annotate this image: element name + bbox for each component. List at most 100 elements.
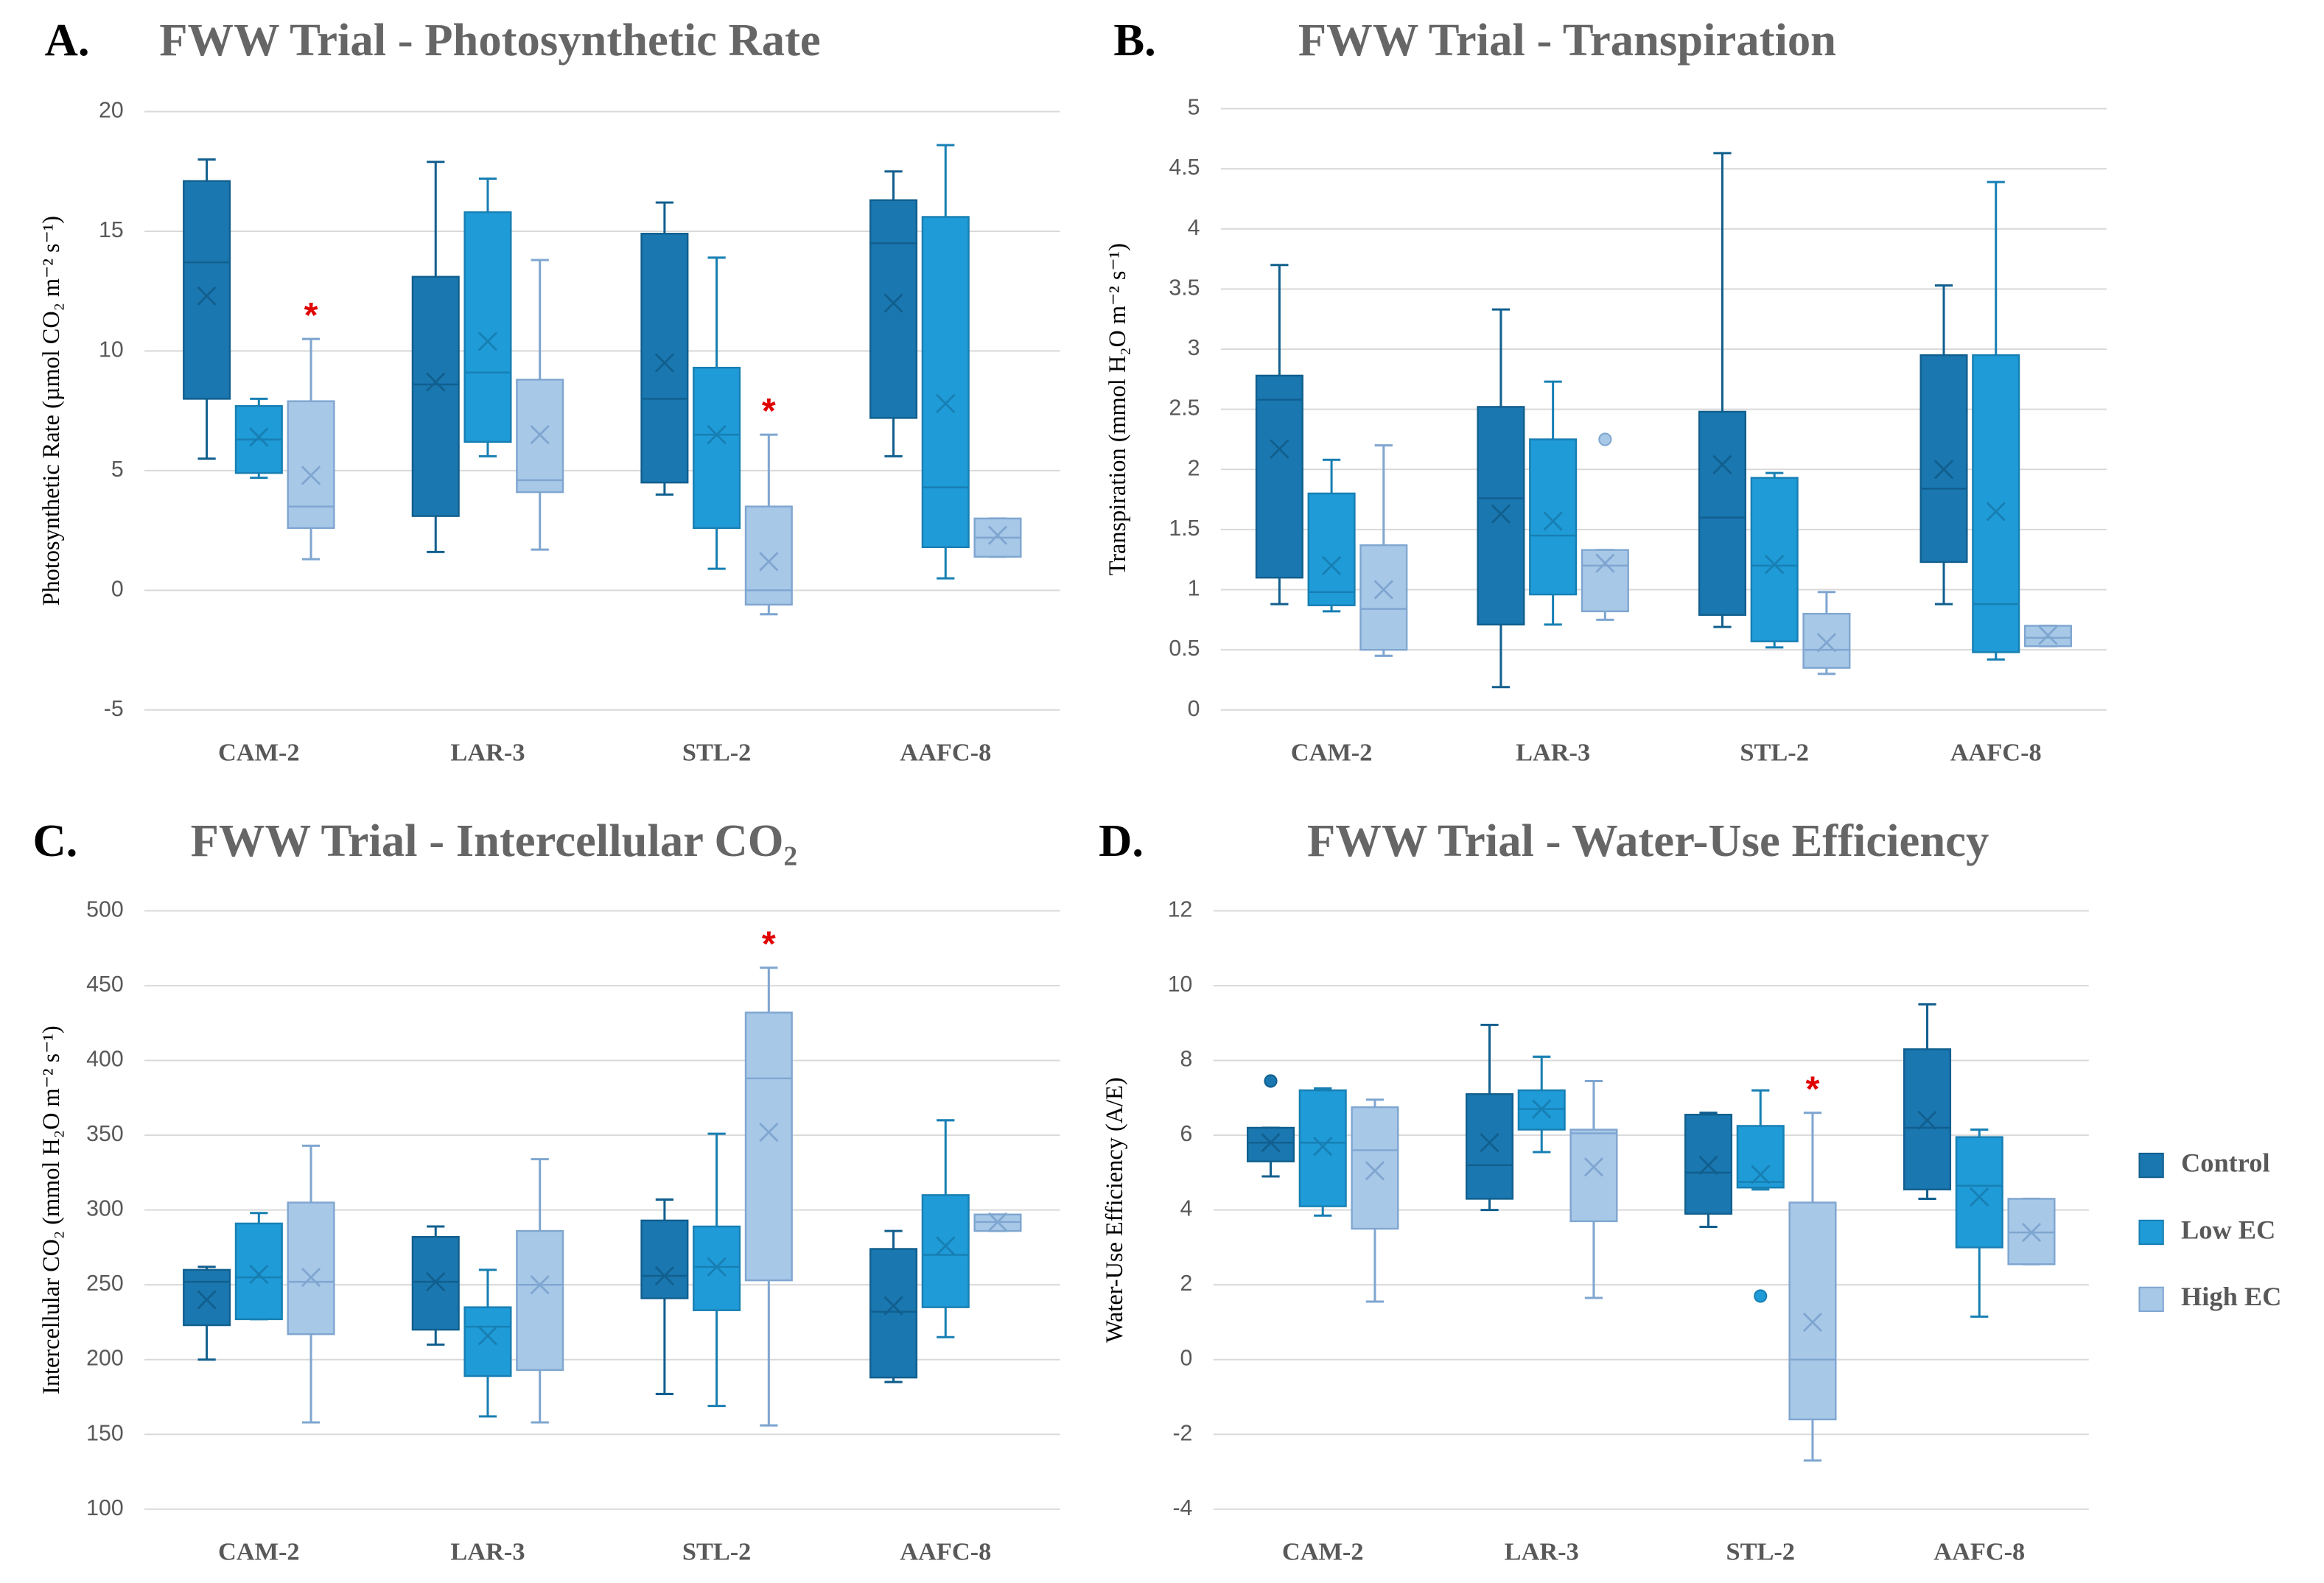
mean-marker <box>530 1275 550 1295</box>
box <box>1255 374 1303 579</box>
y-tick-label: 200 <box>86 1347 124 1371</box>
mean-marker <box>654 353 675 373</box>
mean-marker <box>936 393 956 414</box>
mean-marker <box>1933 460 1954 480</box>
mean-marker <box>249 1264 269 1285</box>
y-tick-label: -2 <box>1172 1421 1192 1445</box>
box <box>744 1011 793 1282</box>
mean-marker <box>654 1266 675 1286</box>
outlier <box>1598 432 1612 446</box>
y-axis-label: Water-Use Efficiency (A/E) <box>1101 1077 1127 1342</box>
box <box>1246 1126 1295 1162</box>
mean-marker <box>759 1122 779 1143</box>
panel-label: D. <box>1099 815 1144 866</box>
panel-label: C. <box>32 815 77 866</box>
significance-marker: * <box>1806 1070 1820 1109</box>
y-tick-label: 5 <box>111 457 124 482</box>
x-tick-label: CAM-2 <box>218 738 300 766</box>
mean-marker <box>426 1272 446 1292</box>
box <box>1955 1136 2003 1249</box>
y-tick-label: 0 <box>111 577 124 601</box>
y-tick-label: 150 <box>86 1421 124 1445</box>
y-tick-label: 0 <box>1180 1347 1193 1371</box>
chart-title: FWW Trial - Transpiration <box>1298 14 1836 66</box>
y-tick-label: 4.5 <box>1169 155 1200 180</box>
x-tick-label: LAR-3 <box>450 1537 525 1565</box>
y-axis-label: Transpiration (mmol H₂O m⁻² s⁻¹) <box>1104 243 1130 575</box>
mean-marker <box>936 1236 956 1256</box>
y-tick-label: 6 <box>1180 1122 1193 1146</box>
y-tick-label: 2 <box>1180 1271 1193 1296</box>
mean-marker <box>1802 1312 1823 1333</box>
mean-marker <box>1816 633 1837 653</box>
mean-marker <box>1712 454 1732 474</box>
box <box>1802 612 1851 669</box>
box <box>411 275 460 517</box>
mean-marker <box>1595 553 1615 573</box>
box <box>463 1306 512 1377</box>
y-tick-label: 1 <box>1188 577 1200 601</box>
mean-marker <box>987 1212 1008 1232</box>
y-tick-label: 3.5 <box>1169 275 1200 300</box>
box <box>183 180 231 400</box>
x-tick-label: CAM-2 <box>1291 738 1373 766</box>
chart-title: FWW Trial - Intercellular CO₂ <box>191 815 798 866</box>
y-tick-label: 15 <box>99 218 124 242</box>
box <box>287 400 335 530</box>
y-tick-label: 2.5 <box>1169 396 1200 421</box>
y-tick-label: 350 <box>86 1122 124 1146</box>
y-tick-label: 1.5 <box>1169 516 1200 541</box>
box <box>921 1194 970 1308</box>
x-tick-label: LAR-3 <box>1505 1537 1579 1565</box>
box <box>869 1248 918 1379</box>
legend-swatch <box>2138 1152 2164 1179</box>
x-tick-label: STL-2 <box>1726 1537 1794 1565</box>
mean-marker <box>1313 1137 1333 1156</box>
chart-title: FWW Trial - Water-Use Efficiency <box>1307 815 1989 866</box>
box <box>1477 406 1525 626</box>
mean-marker <box>707 425 727 445</box>
y-tick-label: 100 <box>86 1496 124 1520</box>
mean-marker <box>1365 1161 1385 1181</box>
mean-marker <box>197 286 217 306</box>
legend-label: Control <box>2181 1148 2270 1177</box>
box <box>640 1219 689 1299</box>
box <box>1569 1129 1618 1223</box>
box <box>1359 544 1408 651</box>
mean-marker <box>707 1257 727 1277</box>
x-tick-label: AAFC-8 <box>900 738 991 766</box>
mean-marker <box>1583 1157 1604 1177</box>
x-tick-label: STL-2 <box>682 1537 751 1565</box>
box <box>640 233 689 484</box>
y-tick-label: 500 <box>86 898 124 922</box>
y-tick-label: 0.5 <box>1169 636 1200 661</box>
chart-title: FWW Trial - Photosynthetic Rate <box>159 14 821 66</box>
mean-marker <box>883 293 903 313</box>
y-tick-label: 12 <box>1168 898 1193 922</box>
mean-marker <box>301 1267 321 1288</box>
x-tick-label: AAFC-8 <box>1950 738 2042 766</box>
significance-marker: * <box>762 392 776 432</box>
y-tick-label: 5 <box>1188 95 1200 119</box>
box <box>1529 438 1578 596</box>
box <box>1698 410 1746 617</box>
mean-marker <box>1321 555 1342 575</box>
box <box>1581 549 1629 613</box>
legend-label: High EC <box>2181 1282 2281 1311</box>
outlier <box>1754 1289 1768 1303</box>
legend-label: Low EC <box>2181 1215 2275 1244</box>
box <box>1307 492 1356 606</box>
mean-marker <box>530 425 550 445</box>
box <box>1736 1125 1785 1189</box>
mean-marker <box>1986 502 2006 522</box>
x-tick-label: LAR-3 <box>450 738 525 766</box>
mean-marker <box>1917 1110 1937 1130</box>
mean-marker <box>249 427 269 447</box>
x-tick-label: CAM-2 <box>1282 1537 1364 1565</box>
mean-marker <box>301 466 321 485</box>
box <box>1298 1089 1347 1207</box>
y-tick-label: 450 <box>86 972 124 997</box>
mean-marker <box>2038 625 2058 645</box>
mean-marker <box>1373 580 1393 600</box>
